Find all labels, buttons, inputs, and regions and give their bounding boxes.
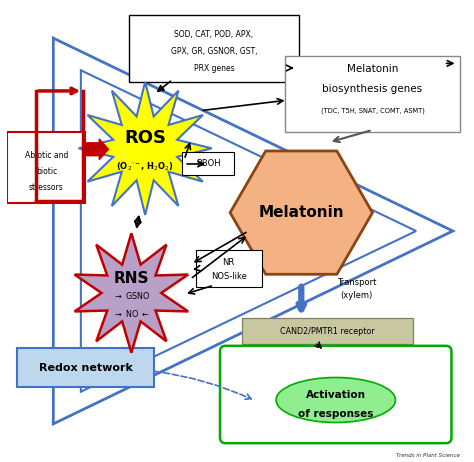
FancyBboxPatch shape <box>182 152 234 176</box>
Text: (TDC, T5H, SNAT, COMT, ASMT): (TDC, T5H, SNAT, COMT, ASMT) <box>320 108 424 114</box>
Text: Melatonin: Melatonin <box>347 64 398 74</box>
Text: (xylem): (xylem) <box>340 291 373 300</box>
Text: stressors: stressors <box>29 183 64 192</box>
FancyArrow shape <box>83 139 109 159</box>
FancyBboxPatch shape <box>285 56 460 132</box>
Text: RBOH: RBOH <box>196 159 221 169</box>
Text: NOS-like: NOS-like <box>211 273 246 281</box>
Text: NR: NR <box>223 258 235 267</box>
FancyBboxPatch shape <box>196 250 262 287</box>
Text: (O$_2$$^{\cdot-}$, H$_2$O$_2$): (O$_2$$^{\cdot-}$, H$_2$O$_2$) <box>116 160 174 173</box>
Polygon shape <box>79 82 212 215</box>
Text: Redox network: Redox network <box>38 363 132 373</box>
FancyBboxPatch shape <box>17 348 155 387</box>
Text: biotic: biotic <box>36 167 57 176</box>
Text: RNS: RNS <box>114 271 149 286</box>
Text: $\rightarrow$ NO $\leftarrow$: $\rightarrow$ NO $\leftarrow$ <box>113 308 150 319</box>
Text: Activation: Activation <box>306 390 366 401</box>
Text: GPX, GR, GSNOR, GST,: GPX, GR, GSNOR, GST, <box>171 48 257 56</box>
Text: CAND2/PMTR1 receptor: CAND2/PMTR1 receptor <box>280 327 375 335</box>
Ellipse shape <box>276 377 395 422</box>
Polygon shape <box>230 151 373 274</box>
Text: Transport: Transport <box>337 278 376 287</box>
Text: of responses: of responses <box>298 409 374 419</box>
Text: Abiotic and: Abiotic and <box>25 151 68 160</box>
FancyBboxPatch shape <box>220 346 451 443</box>
Text: PRX genes: PRX genes <box>194 64 234 73</box>
Text: ROS: ROS <box>124 129 166 147</box>
Polygon shape <box>74 233 188 353</box>
Text: $\rightarrow$ GSNO: $\rightarrow$ GSNO <box>113 290 150 301</box>
Text: Melatonin: Melatonin <box>258 205 344 220</box>
Text: Trends in Plant Science: Trends in Plant Science <box>396 453 460 458</box>
FancyBboxPatch shape <box>242 318 413 344</box>
FancyBboxPatch shape <box>8 132 85 203</box>
Text: biosynthesis genes: biosynthesis genes <box>322 84 422 94</box>
FancyBboxPatch shape <box>129 15 299 82</box>
Text: SOD, CAT, POD, APX,: SOD, CAT, POD, APX, <box>174 30 254 39</box>
